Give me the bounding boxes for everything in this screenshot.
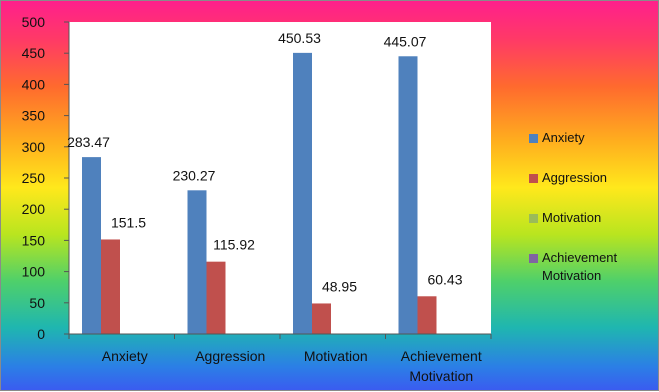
bar-anxiety <box>82 157 101 334</box>
bar-aggression <box>206 261 226 334</box>
legend: Anxiety Aggression Motivation Achievement Mo… <box>529 129 659 307</box>
bar-aggression <box>417 296 437 334</box>
bar-anxiety <box>293 52 312 334</box>
x-category-label: Motivation <box>304 348 368 364</box>
y-tick-label: 150 <box>22 232 46 248</box>
y-tick-label: 450 <box>22 45 46 61</box>
x-axis: Anxiety Aggression Motivation Achievement Mo… <box>68 333 492 384</box>
y-tick-label: 0 <box>37 326 45 342</box>
data-label: 283.47 <box>67 134 110 150</box>
bars <box>82 52 437 335</box>
legend-item: Anxiety <box>529 129 659 147</box>
y-tick-label: 100 <box>22 264 46 280</box>
bar-aggression <box>312 303 331 334</box>
legend-label-line: Anxiety <box>542 130 585 145</box>
legend-swatch <box>529 134 538 143</box>
legend-label-line: Motivation <box>542 210 602 225</box>
plot-area <box>69 22 491 334</box>
bar-aggression <box>101 239 120 334</box>
y-tick-label: 400 <box>22 76 46 92</box>
y-tick-label: 200 <box>22 201 46 217</box>
legend-item: Aggression <box>529 169 659 187</box>
y-axis: 0 50 100 150 200 250 300 350 400 450 500 <box>22 14 70 342</box>
data-label: 450.53 <box>278 30 321 46</box>
legend-item: Motivation <box>529 209 659 227</box>
data-labels: 283.47 230.27 450.53 445.07 151.5 115.92 48.95… <box>67 30 463 295</box>
bar-anxiety <box>398 56 418 335</box>
y-tick-label: 500 <box>22 14 46 30</box>
data-label: 445.07 <box>384 33 427 49</box>
legend-label-line: Achievement <box>542 250 618 265</box>
legend-label: Achievement Motivation <box>542 249 617 285</box>
legend-swatch <box>529 174 538 183</box>
legend-label: Aggression <box>542 169 607 187</box>
legend-swatch <box>529 214 538 223</box>
data-label: 151.5 <box>111 214 146 230</box>
x-category-label: Achievement <box>401 348 482 364</box>
x-category-label: Anxiety <box>102 348 148 364</box>
y-tick-label: 350 <box>22 108 46 124</box>
legend-label-line: Aggression <box>542 170 608 185</box>
data-label: 115.92 <box>213 237 255 253</box>
legend-label: Motivation <box>542 209 601 227</box>
legend-swatch <box>529 254 538 263</box>
y-tick-label: 50 <box>29 295 45 311</box>
x-category-label: Motivation <box>409 368 473 384</box>
data-label: 48.95 <box>322 278 357 294</box>
legend-item: Achievement Motivation <box>529 249 659 285</box>
x-category-label: Aggression <box>195 348 265 364</box>
legend-label: Anxiety <box>542 129 585 147</box>
data-label: 60.43 <box>427 271 462 287</box>
y-tick-label: 250 <box>22 170 46 186</box>
data-label: 230.27 <box>173 167 216 183</box>
y-tick-label: 300 <box>22 139 46 155</box>
legend-label-line: Motivation <box>542 268 602 283</box>
bar-anxiety <box>187 190 207 334</box>
